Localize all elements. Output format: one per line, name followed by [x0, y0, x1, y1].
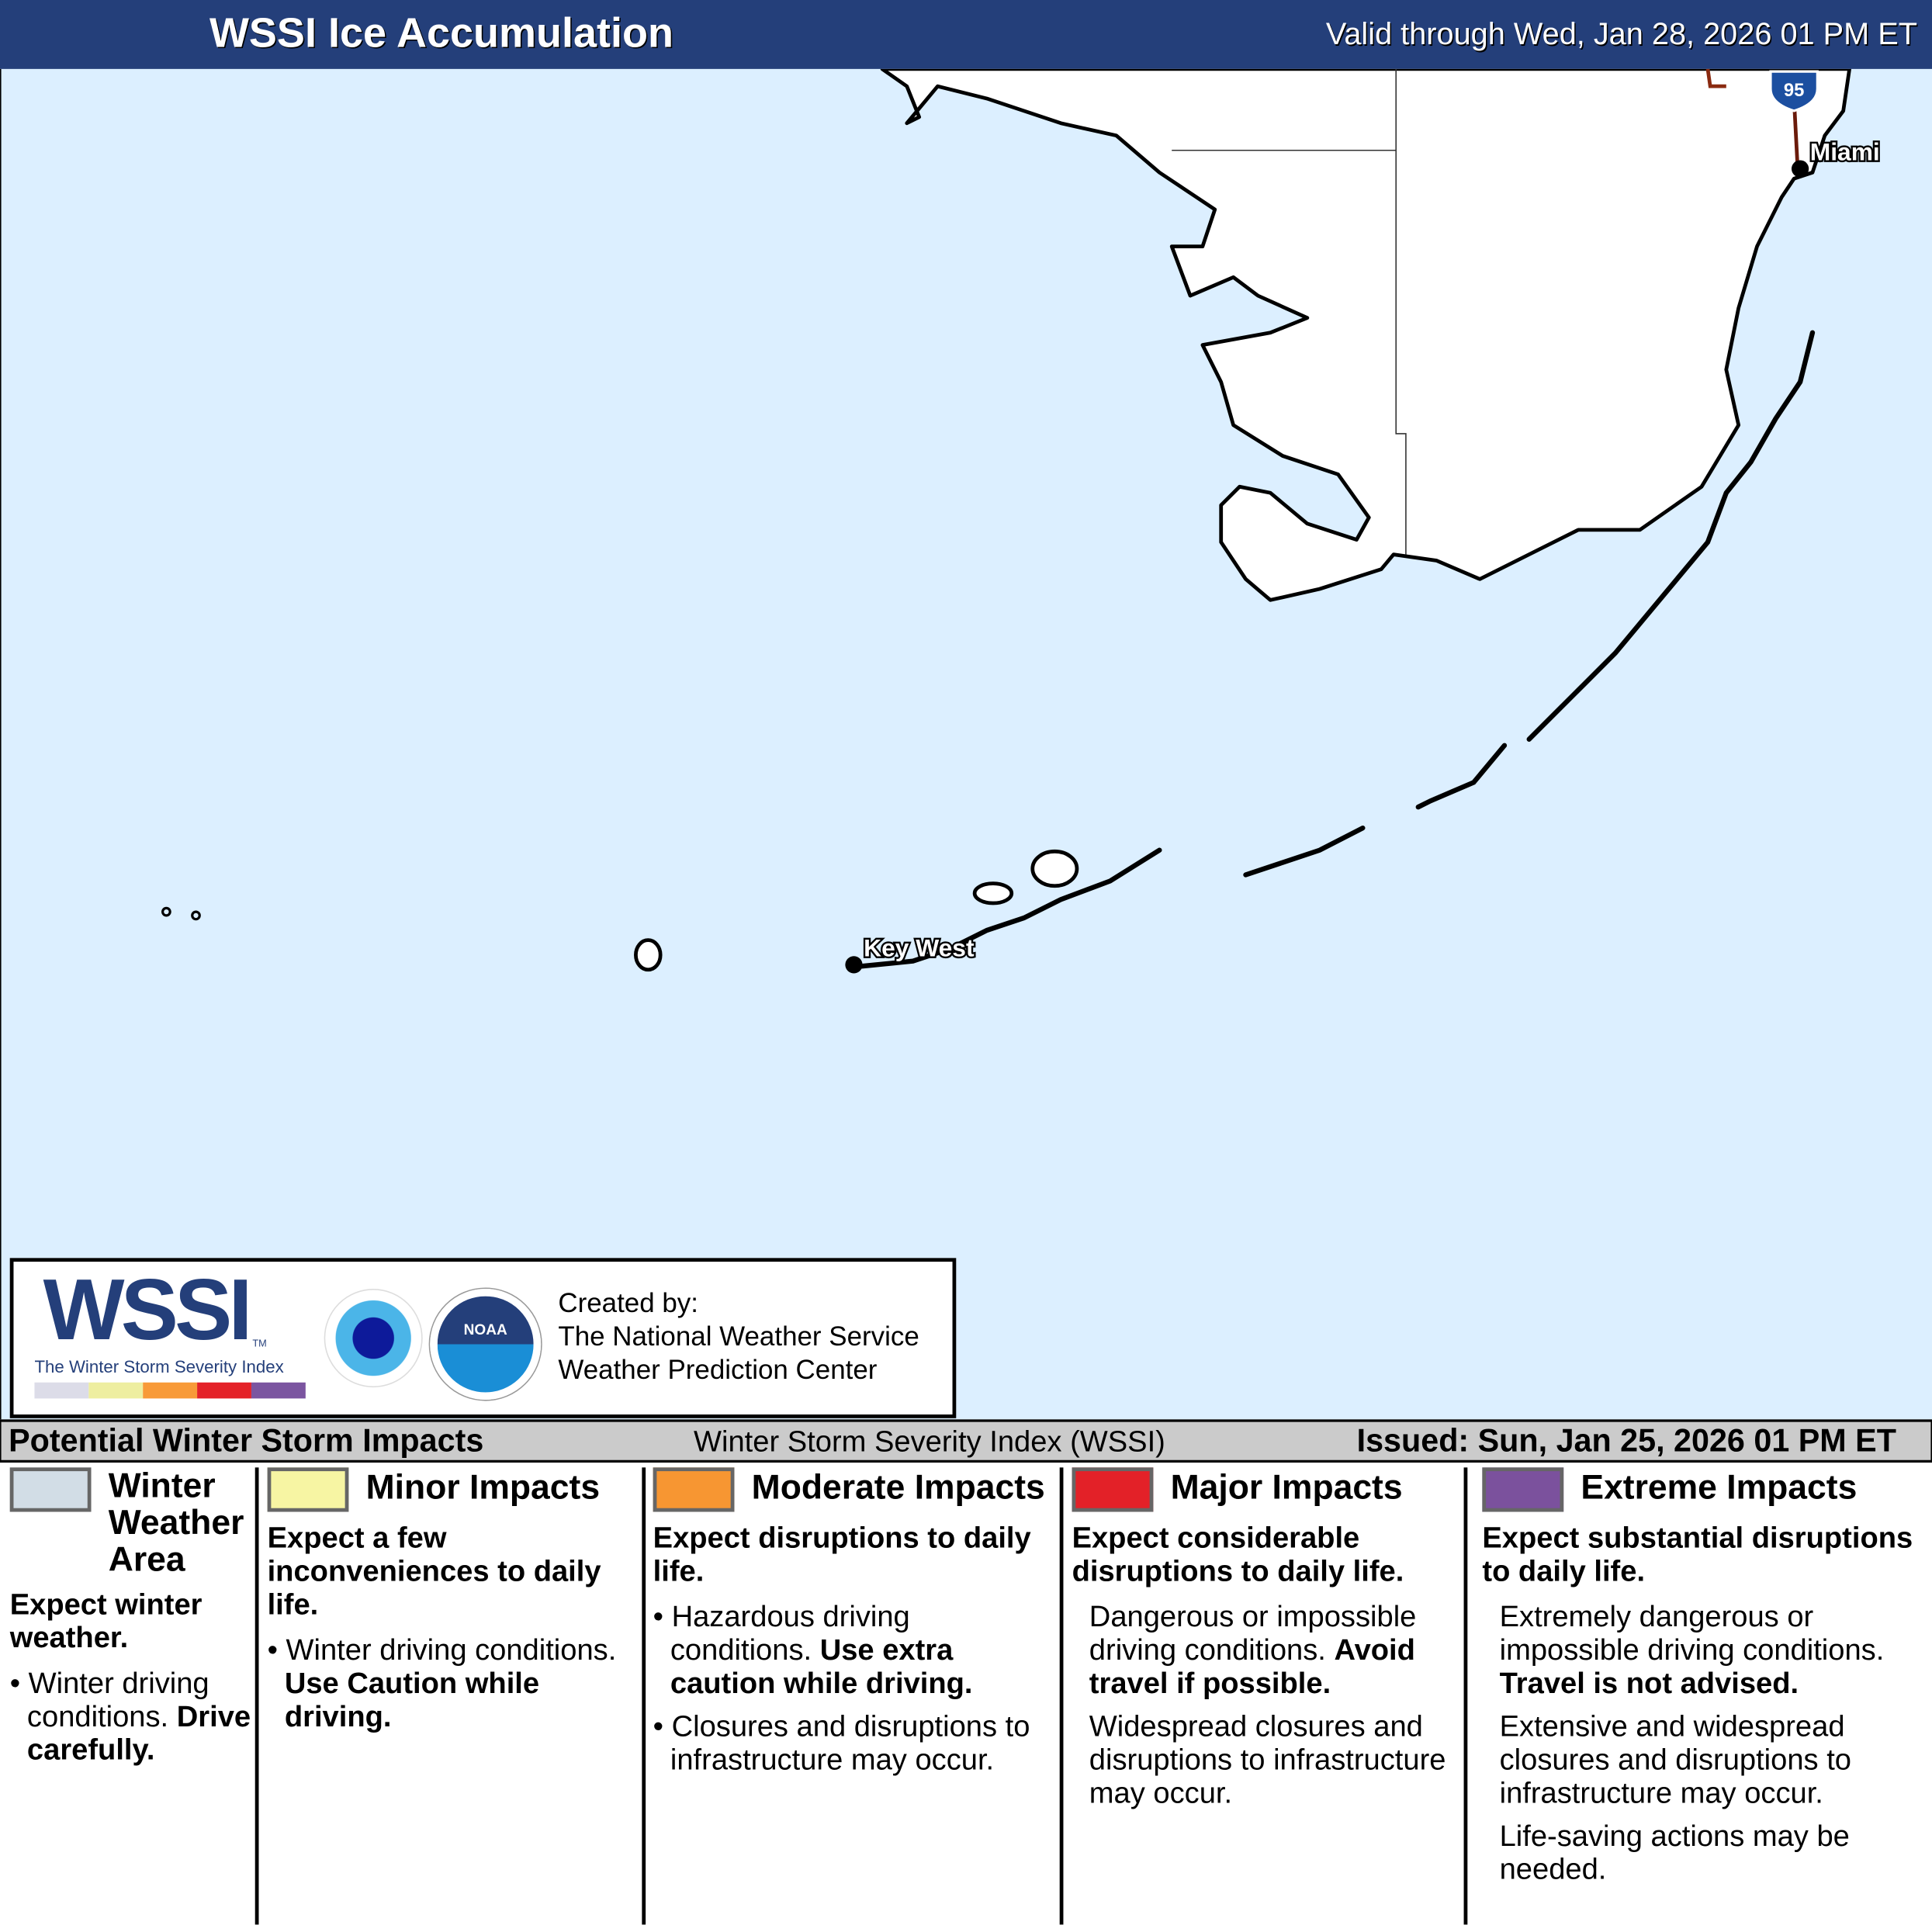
legend-column: Major Impacts Expect considerable disrupt…	[1072, 1467, 1460, 1924]
florida-mainland	[880, 67, 1851, 602]
impact-legend: Winter Weather Area Expect winter weather…	[0, 1463, 1932, 1932]
legend-lead: Expect considerable disruptions to daily…	[1072, 1522, 1404, 1588]
impacts-bar: Potential Winter Storm Impacts Winter St…	[0, 1419, 1932, 1463]
severity-color-bar	[34, 1382, 306, 1399]
legend-lead: Expect a few inconveniences to daily lif…	[267, 1522, 601, 1622]
map-title: WSSI Ice Accumulation	[209, 9, 673, 57]
legend-item-bold: Avoid travel if possible.	[1089, 1633, 1415, 1701]
trademark: TM	[252, 1338, 267, 1349]
legend-item: • Winter driving conditions. Drive caref…	[9, 1667, 251, 1768]
legend-item-text: Widespread closures and disruptions to i…	[1089, 1710, 1446, 1810]
logo-panel: WSSI TM The Winter Storm Severity Index …	[9, 1258, 957, 1418]
credits-line: Created by:	[558, 1287, 698, 1319]
legend-item-bold: Drive carefully.	[26, 1700, 251, 1768]
legend-item: Life-saving actions may be needed.	[1500, 1819, 1926, 1886]
wssi-tagline: The Winter Storm Severity Index	[34, 1356, 284, 1376]
legend-lead: Expect substantial disruptions to daily …	[1482, 1522, 1913, 1588]
legend-title: Major Impacts	[1072, 1467, 1460, 1512]
wssi-wordmark: WSSI	[43, 1262, 253, 1358]
legend-swatch	[9, 1467, 92, 1512]
legend-item-text: Dangerous or impossible driving conditio…	[1089, 1600, 1417, 1667]
legend-item: Widespread closures and disruptions to i…	[1089, 1710, 1460, 1810]
column-divider	[1463, 1467, 1468, 1925]
legend-item: • Hazardous driving conditions. Use extr…	[653, 1600, 973, 1701]
legend-item-bold: Use Caution while driving.	[284, 1667, 540, 1734]
legend-item-text: Winter driving conditions.	[26, 1667, 209, 1734]
impacts-heading: Potential Winter Storm Impacts	[9, 1421, 484, 1459]
legend-swatch	[1482, 1467, 1564, 1512]
legend-title: Moderate Impacts	[653, 1467, 1054, 1512]
legend-item-bold: Use extra caution while driving.	[670, 1633, 973, 1701]
noaa-label: NOAA	[463, 1321, 507, 1338]
valid-time: Valid through Wed, Jan 28, 2026 01 PM ET	[1325, 17, 1917, 52]
legend-item-text: Extensive and widespread closures and di…	[1499, 1710, 1851, 1810]
road	[1705, 68, 1726, 88]
index-name: Winter Storm Severity Index (WSSI)	[694, 1425, 1165, 1459]
legend-column: Extreme Impacts Expect substantial disrup…	[1482, 1467, 1926, 1924]
legend-item-text: Winter driving conditions.	[286, 1633, 617, 1667]
highway-label: 95	[1784, 80, 1805, 101]
legend-item: • Closures and disruptions to infrastruc…	[653, 1710, 1030, 1777]
legend-title-text: Moderate Impacts	[751, 1467, 1045, 1507]
legend-title: Extreme Impacts	[1482, 1467, 1926, 1512]
city-label-key-west: Key West	[864, 933, 975, 961]
legend-column: Winter Weather Area Expect winter weather…	[9, 1466, 254, 1924]
wssi-logo: WSSI TM	[43, 1262, 267, 1358]
island	[634, 938, 663, 972]
column-divider	[254, 1467, 259, 1925]
map[interactable]: 95 Miami Key West	[0, 67, 1932, 1420]
legend-title-text: Winter Weather Area	[108, 1466, 244, 1579]
legend-swatch	[653, 1467, 735, 1512]
legend-column: Moderate Impacts Expect disruptions to da…	[653, 1467, 1054, 1924]
legend-item-text: Life-saving actions may be needed.	[1499, 1819, 1850, 1887]
legend-title: Minor Impacts	[267, 1467, 637, 1512]
miami-dot	[1791, 160, 1809, 178]
key-west-dot	[845, 956, 863, 974]
legend-title-text: Major Impacts	[1170, 1467, 1403, 1507]
legend-item: Extensive and widespread closures and di…	[1500, 1710, 1926, 1810]
island	[1030, 849, 1079, 888]
island	[972, 881, 1014, 905]
island	[161, 906, 171, 917]
county-line	[1172, 68, 1407, 555]
credits: Created by: The National Weather Service W…	[558, 1286, 919, 1387]
column-divider	[1059, 1467, 1064, 1925]
credits-line: The National Weather Service	[558, 1321, 919, 1352]
legend-lead: Expect winter weather.	[9, 1587, 203, 1655]
legend-lead: Expect disruptions to daily life.	[653, 1522, 1031, 1588]
legend-item-bold: Travel is not advised.	[1499, 1667, 1799, 1701]
column-divider	[642, 1467, 646, 1925]
nws-logo-icon	[324, 1289, 423, 1388]
legend-item-text: Extremely dangerous or impossible drivin…	[1499, 1600, 1885, 1667]
issued-time: Issued: Sun, Jan 25, 2026 01 PM ET	[1356, 1421, 1896, 1459]
legend-title: Winter Weather Area	[9, 1466, 254, 1579]
legend-swatch	[267, 1467, 349, 1512]
legend-item-text: Closures and disruptions to infrastructu…	[670, 1710, 1030, 1777]
legend-item: • Winter driving conditions. Use Caution…	[267, 1633, 617, 1734]
middle-keys	[849, 743, 1508, 970]
legend-swatch	[1072, 1467, 1154, 1512]
island	[191, 910, 201, 921]
header: WSSI Ice Accumulation Valid through Wed,…	[0, 0, 1932, 69]
city-label-miami: Miami	[1810, 137, 1880, 165]
legend-item-text: Hazardous driving conditions.	[670, 1600, 910, 1667]
florida-map: 95 Miami Key West	[161, 67, 1882, 974]
legend-title-text: Minor Impacts	[365, 1467, 601, 1507]
legend-title-text: Extreme Impacts	[1581, 1467, 1858, 1507]
legend-item: Extremely dangerous or impossible drivin…	[1500, 1601, 1926, 1701]
credits-line: Weather Prediction Center	[558, 1354, 878, 1385]
noaa-logo-icon: NOAA	[430, 1289, 542, 1400]
legend-item: Dangerous or impossible driving conditio…	[1089, 1601, 1460, 1701]
florida-keys	[1526, 330, 1816, 742]
interstate-shield-icon: 95	[1769, 70, 1819, 113]
legend-column: Minor Impacts Expect a few inconveniences…	[267, 1467, 637, 1924]
